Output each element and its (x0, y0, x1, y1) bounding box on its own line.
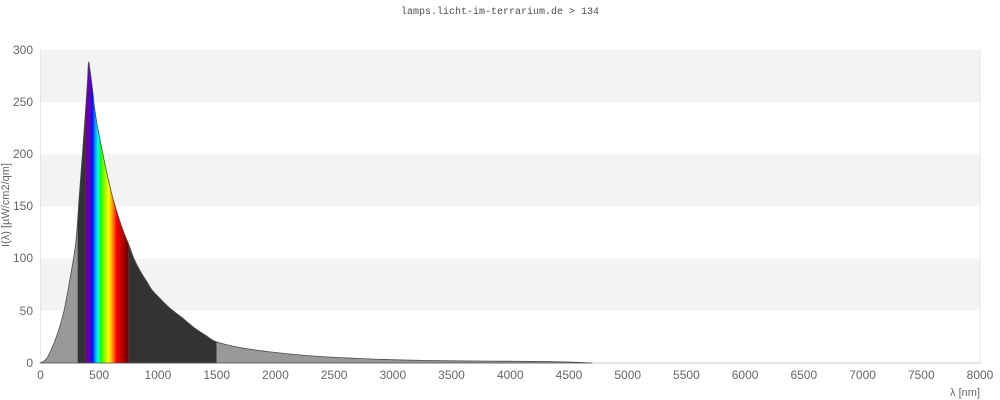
svg-text:λ [nm]: λ [nm] (950, 387, 980, 399)
svg-text:200: 200 (13, 147, 33, 161)
svg-text:6000: 6000 (732, 368, 759, 382)
svg-text:7500: 7500 (908, 368, 935, 382)
svg-text:500: 500 (89, 368, 109, 382)
svg-text:8000: 8000 (967, 368, 994, 382)
svg-text:50: 50 (20, 304, 34, 318)
svg-text:5000: 5000 (614, 368, 641, 382)
svg-text:150: 150 (13, 199, 33, 213)
svg-text:1500: 1500 (203, 368, 230, 382)
svg-text:300: 300 (13, 43, 33, 57)
svg-text:5500: 5500 (673, 368, 700, 382)
svg-text:2500: 2500 (321, 368, 348, 382)
svg-text:0: 0 (37, 368, 44, 382)
svg-text:100: 100 (13, 251, 33, 265)
svg-text:6500: 6500 (790, 368, 817, 382)
svg-text:4000: 4000 (497, 368, 524, 382)
svg-text:4500: 4500 (556, 368, 583, 382)
svg-text:2000: 2000 (262, 368, 289, 382)
svg-text:3000: 3000 (379, 368, 406, 382)
svg-text:3500: 3500 (438, 368, 465, 382)
svg-text:7000: 7000 (849, 368, 876, 382)
svg-text:0: 0 (26, 356, 33, 370)
svg-text:1000: 1000 (145, 368, 172, 382)
svg-text:I(λ) [µW/cm2/qm]: I(λ) [µW/cm2/qm] (0, 163, 12, 247)
svg-text:250: 250 (13, 95, 33, 109)
